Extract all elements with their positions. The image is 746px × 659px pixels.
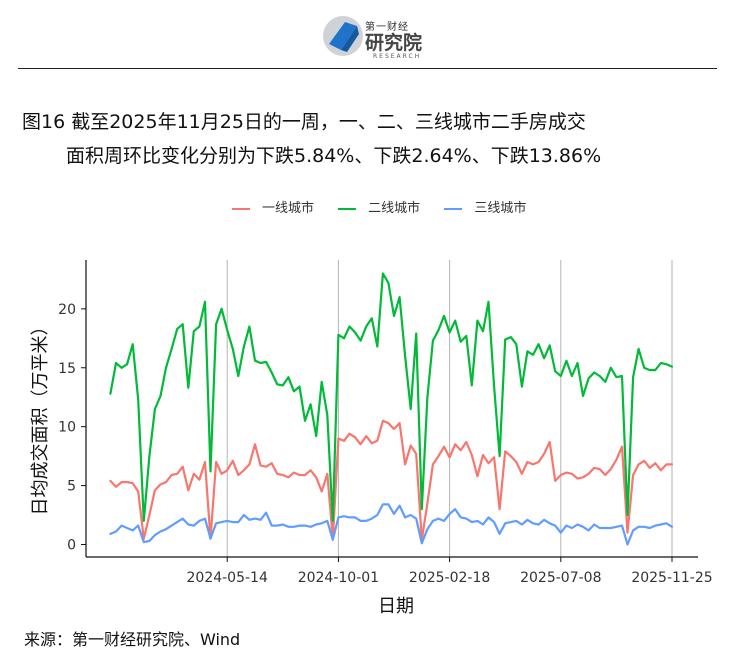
y-tick-label-2: 10 xyxy=(58,420,76,436)
figure-title-line1: 图16 截至2025年11月25日的一周，一、二、三线城市二手房成交 xyxy=(22,111,586,133)
x-tick-label-1: 2024-10-01 xyxy=(298,570,379,586)
legend-swatch-tier2 xyxy=(338,207,357,210)
header-divider xyxy=(18,68,717,69)
legend-label-tier3: 三线城市 xyxy=(474,201,527,216)
y-axis-title: 日均成交面积（万平米） xyxy=(30,318,51,516)
series-line-tier1 xyxy=(109,419,674,541)
source-note: 来源：第一财经研究院、Wind xyxy=(24,630,241,649)
y-tick-label-4: 20 xyxy=(58,302,76,318)
chart-legend: 一线城市 二线城市 三线城市 xyxy=(232,197,546,217)
figure-title-line2: 面积周环比变化分别为下跌5.84%、下跌2.64%、下跌13.86% xyxy=(66,145,602,167)
logo-mark-icon xyxy=(323,16,363,56)
series-line-tier2 xyxy=(109,272,674,523)
x-tick-label-3: 2025-07-08 xyxy=(520,570,601,586)
logo-sub-text: RESEARCH xyxy=(373,53,422,60)
legend-swatch-tier3 xyxy=(444,207,463,210)
legend-item-tier3: 三线城市 xyxy=(444,197,526,216)
legend-label-tier2: 二线城市 xyxy=(368,201,421,216)
legend-item-tier2: 二线城市 xyxy=(338,197,420,216)
logo-main-text: 研究院 xyxy=(365,32,423,54)
series-line-tier3 xyxy=(109,503,674,546)
legend-swatch-tier1 xyxy=(232,207,250,210)
x-tick-label-2: 2025-02-18 xyxy=(409,570,490,586)
y-tick-label-0: 0 xyxy=(67,538,76,554)
legend-item-tier1: 一线城市 xyxy=(232,197,314,216)
legend-label-tier1: 一线城市 xyxy=(262,201,315,216)
x-tick-label-0: 2024-05-14 xyxy=(187,570,268,586)
x-tick-label-4: 2025-11-25 xyxy=(631,570,712,586)
x-axis-title: 日期 xyxy=(378,596,414,617)
logo-small-text: 第一财经 xyxy=(365,22,409,33)
y-tick-label-3: 15 xyxy=(58,361,76,377)
brand-logo: 第一财经 研究院 RESEARCH xyxy=(321,10,431,60)
figure-title: 图16 截至2025年11月25日的一周，一、二、三线城市二手房成交 面积周环比… xyxy=(22,105,601,173)
y-tick-label-1: 5 xyxy=(67,479,76,495)
